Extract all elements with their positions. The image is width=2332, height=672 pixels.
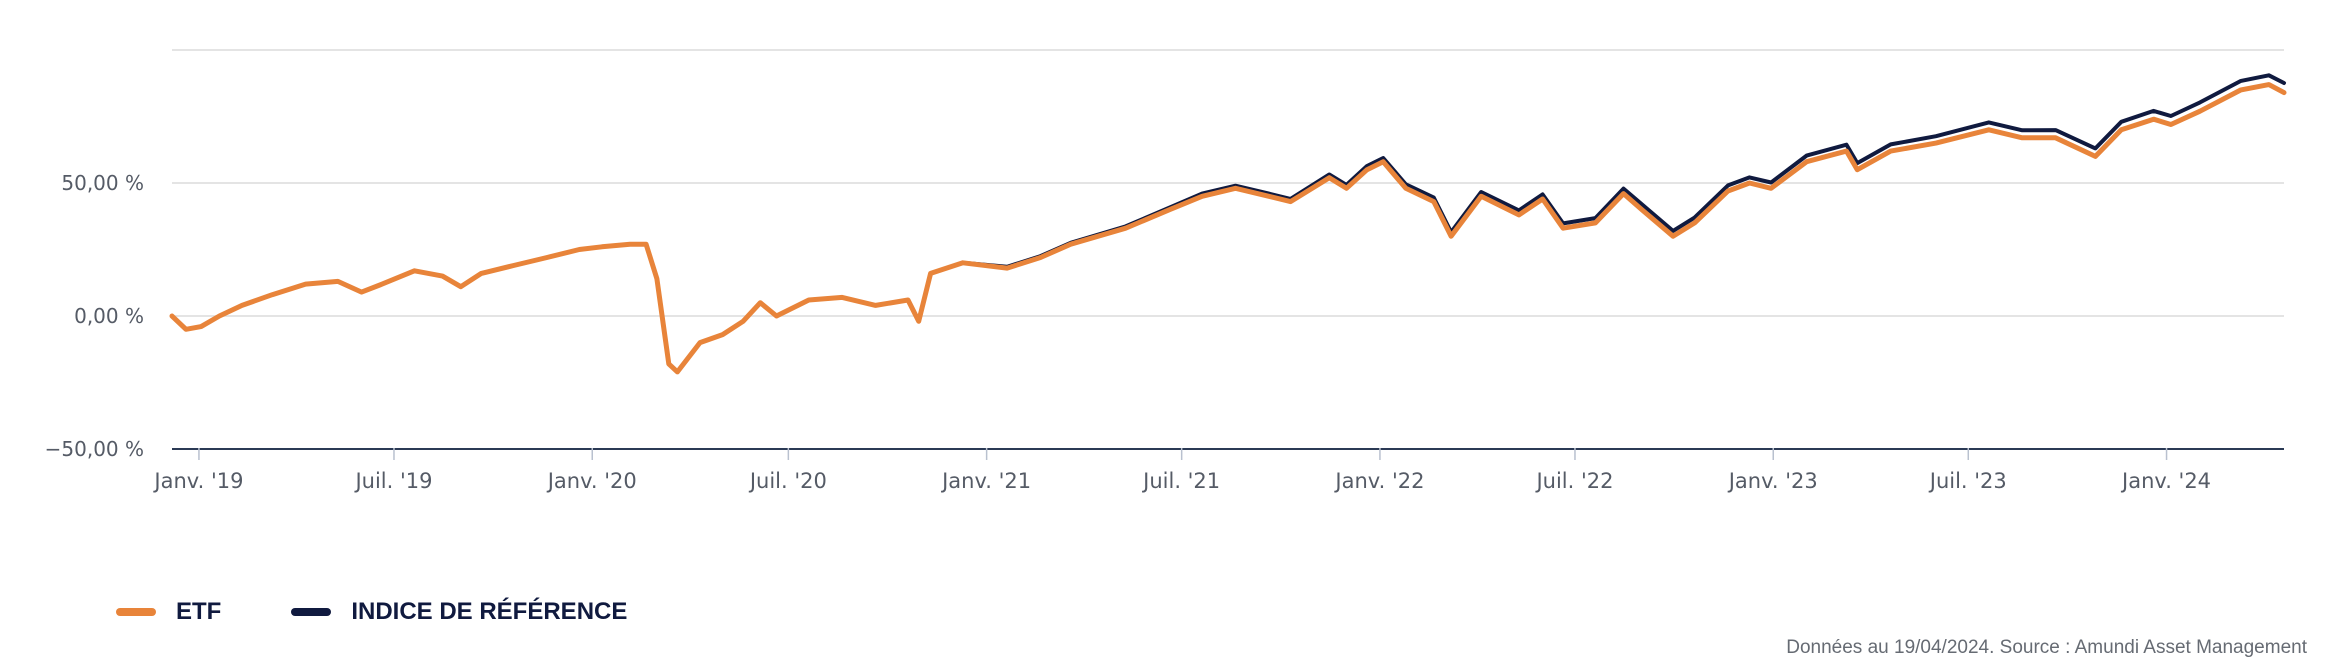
x-tick-label: Juil. '21 <box>1141 469 1220 493</box>
x-tick-label: Juil. '19 <box>353 469 432 493</box>
y-tick-label: 0,00 % <box>74 304 144 328</box>
series-lines <box>169 73 2287 375</box>
y-tick-label: 50,00 % <box>61 171 144 195</box>
series-line-etf[interactable] <box>169 82 2287 375</box>
gridlines <box>172 49 2284 317</box>
x-tick-label: Juil. '22 <box>1534 469 1613 493</box>
legend-item-benchmark[interactable]: INDICE DE RÉFÉRENCE <box>291 598 627 626</box>
y-tick-label: −50,00 % <box>45 437 144 461</box>
x-tick-label: Janv. '20 <box>546 469 637 493</box>
x-tick-label: Janv. '24 <box>2120 469 2211 493</box>
x-tick-label: Janv. '22 <box>1333 469 1424 493</box>
x-tick-label: Juil. '23 <box>1928 469 2007 493</box>
legend-label-etf: ETF <box>176 598 222 625</box>
y-axis-labels: −50,00 % 0,00 % 50,00 % <box>45 171 144 461</box>
legend-item-etf[interactable]: ETF <box>116 598 221 626</box>
legend-swatch-benchmark <box>291 608 332 616</box>
legend: ETF INDICE DE RÉFÉRENCE <box>116 598 697 626</box>
x-tick-label: Janv. '21 <box>940 469 1031 493</box>
legend-swatch-etf <box>116 608 156 616</box>
x-tick-label: Juil. '20 <box>748 469 827 493</box>
legend-label-benchmark: INDICE DE RÉFÉRENCE <box>351 598 628 625</box>
x-tick-label: Janv. '19 <box>152 469 243 493</box>
x-tick-label: Janv. '23 <box>1727 469 1818 493</box>
x-axis-ticks: Janv. '19 Juil. '19 Janv. '20 Juil. '20 Janv… <box>152 448 2211 493</box>
source-note: Données au 19/04/2024. Source : Amundi A… <box>1786 637 2307 658</box>
series-line-benchmark[interactable] <box>170 73 2286 374</box>
